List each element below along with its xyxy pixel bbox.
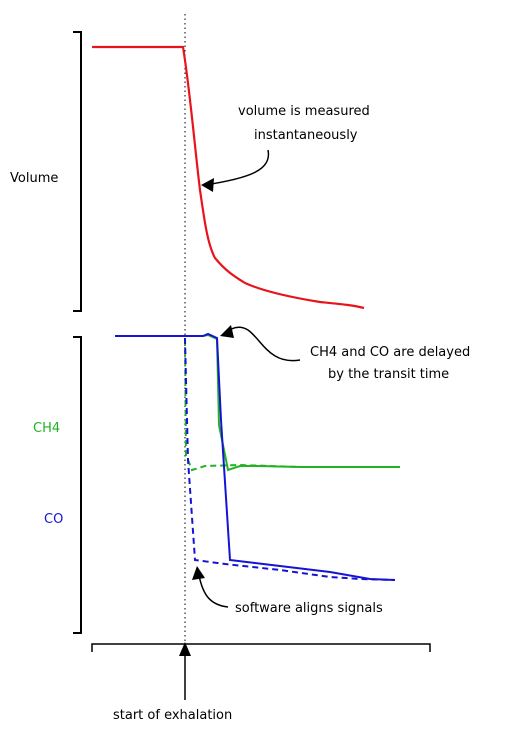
ch4-aligned-trace [184, 339, 400, 472]
volume-trace [92, 45, 365, 310]
align-arrowhead [192, 566, 205, 580]
volume-bracket [73, 31, 82, 312]
co-trace [115, 332, 396, 581]
time-axis [91, 643, 431, 652]
delay-arrowhead [220, 325, 234, 338]
co-aligned-trace [184, 338, 396, 581]
co-label: CO [44, 512, 63, 527]
align-annotation: software aligns signals [235, 601, 383, 616]
volume-label: Volume [10, 171, 58, 186]
start-label: start of exhalation [113, 708, 232, 723]
gas-bracket [73, 336, 82, 634]
volume-annotation-arrow [204, 149, 270, 186]
volume-annotation-line2: instantaneously [254, 128, 358, 143]
start-arrowhead [179, 642, 191, 656]
ch4-label: CH4 [33, 421, 60, 436]
delay-annotation-arrow [223, 326, 301, 362]
volume-arrowhead [201, 178, 214, 192]
delay-annotation-line1: CH4 and CO are delayed [310, 345, 470, 360]
delay-annotation-line2: by the transit time [328, 367, 449, 382]
volume-annotation-line1: volume is measured [238, 104, 370, 119]
